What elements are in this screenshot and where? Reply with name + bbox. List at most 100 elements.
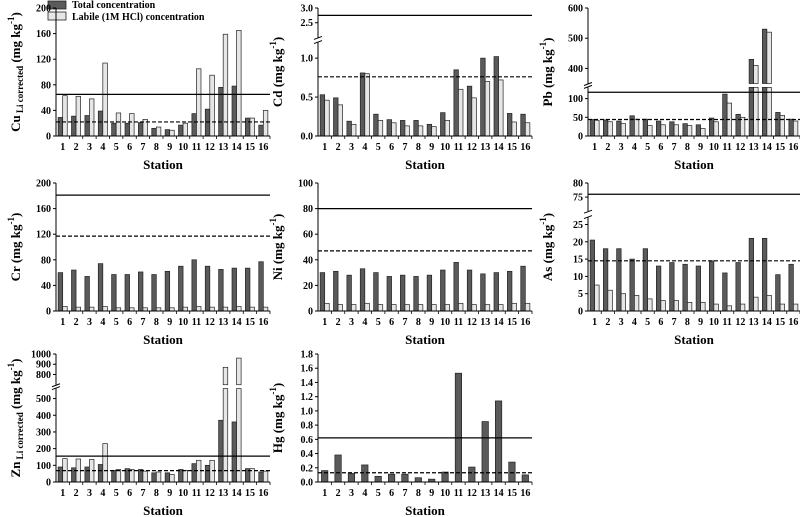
x-tick-label-cr-12: 12: [205, 317, 215, 328]
bar-zn-s1-st9: [164, 472, 171, 483]
bar-hg-s1-st14: [495, 400, 503, 483]
bar-cu-s2-st8: [155, 126, 162, 137]
y-tick-label-hg: 0.8: [301, 421, 314, 432]
bar-ni-s2-st4: [364, 302, 370, 312]
legend: Total concentration Labile (1M HCl) conc…: [47, 0, 205, 23]
bar-cu-s1-st11: [191, 113, 197, 137]
bar-ni-s1-st16: [520, 265, 526, 312]
bar-cd-s2-st12: [471, 97, 477, 137]
bar-cu-s2-st13: [222, 33, 229, 137]
bar-pb-s2-st9: [700, 128, 706, 137]
bar-as-s2-st8: [687, 301, 693, 312]
y-tick-label-as: 5: [578, 289, 583, 300]
x-tick-label-cd-11: 11: [454, 142, 463, 153]
bar-cr-s2-st16: [262, 306, 269, 312]
bar-pb-s1-st2: [603, 119, 609, 137]
y-tick-label-pb: 0: [578, 132, 583, 143]
bar-pb-s1-st14-lower: [762, 87, 768, 137]
y-tick-label-zn: 100: [36, 461, 51, 472]
x-tick-label-as-15: 15: [775, 317, 785, 328]
x-tick-label-hg-6: 6: [389, 488, 394, 499]
x-tick-label-zn-16: 16: [258, 488, 268, 499]
x-tick-label-cd-4: 4: [362, 142, 367, 153]
bar-zn-s2-st16: [262, 470, 269, 483]
bar-cd-s1-st12: [466, 85, 473, 137]
bar-pb-s2-st2: [607, 121, 613, 137]
x-tick-label-as-6: 6: [658, 317, 663, 328]
bar-cr-s1-st15: [245, 267, 251, 312]
y-tick-label-ni: 80: [303, 204, 313, 215]
x-tick-label-as-9: 9: [698, 317, 703, 328]
x-tick-label-hg-2: 2: [336, 488, 341, 499]
bar-as-s2-st7: [673, 300, 679, 312]
bar-ni-s1-st9: [426, 274, 433, 312]
x-tick-label-as-16: 16: [788, 317, 798, 328]
axis-break-mark: [583, 84, 593, 89]
bar-cr-s1-st1: [57, 272, 64, 312]
x-tick-label-ni-11: 11: [454, 317, 463, 328]
x-axis-title-cr: Station: [143, 332, 184, 347]
bar-as-s1-st10: [709, 260, 715, 312]
x-tick-label-cu-1: 1: [60, 142, 65, 153]
x-tick-label-zn-10: 10: [178, 488, 188, 499]
bar-cr-s1-st5: [111, 274, 117, 312]
bar-cd-s1-st7: [400, 120, 406, 137]
x-tick-label-cu-13: 13: [218, 142, 228, 153]
bar-cu-s1-st5: [111, 122, 117, 137]
x-tick-label-pb-7: 7: [672, 142, 677, 153]
bar-cu-s2-st14: [236, 30, 242, 137]
bar-cr-s1-st6: [124, 274, 130, 312]
bar-cu-s2-st4: [102, 62, 108, 137]
bar-hg-s1-st15: [508, 461, 516, 483]
bar-pb-s1-st1: [589, 119, 595, 137]
bar-pb-s1-st6: [656, 120, 662, 137]
y-tick-label-cd: 1.0: [301, 54, 314, 65]
bar-ni-s1-st10: [440, 269, 446, 312]
bar-ni-s2-st7: [404, 304, 410, 312]
x-tick-label-cr-4: 4: [100, 317, 105, 328]
bar-zn-s1-st11: [191, 463, 197, 483]
bar-hg-s1-st4: [361, 464, 369, 483]
bar-pb-s2-st13-lower: [753, 87, 759, 137]
axis-break-mark: [313, 40, 323, 45]
x-tick-label-cd-12: 12: [467, 142, 477, 153]
y-tick-label-hg: 1.6: [301, 364, 314, 375]
x-tick-label-ni-4: 4: [362, 317, 367, 328]
x-tick-label-as-7: 7: [672, 317, 677, 328]
bar-cu-s2-st5: [115, 112, 122, 137]
bar-as-s2-st12: [740, 303, 746, 312]
bar-cu-s1-st15: [245, 117, 251, 137]
bar-ni-s2-st10: [444, 304, 450, 312]
x-tick-label-cd-14: 14: [494, 142, 504, 153]
bar-cd-s1-st3: [346, 120, 352, 137]
x-tick-label-pb-9: 9: [698, 142, 703, 153]
x-tick-label-zn-6: 6: [127, 488, 132, 499]
bar-pb-s2-st16: [793, 120, 799, 137]
x-tick-label-as-10: 10: [709, 317, 719, 328]
y-tick-label-as: 75: [573, 193, 583, 204]
x-tick-label-cd-7: 7: [402, 142, 407, 153]
bar-ni-s1-st4: [359, 268, 366, 312]
bar-cr-s1-st7: [138, 271, 144, 312]
bar-cr-s2-st4: [102, 306, 108, 312]
bar-as-s1-st16: [788, 263, 794, 312]
legend-swatch-total: [47, 0, 67, 10]
bar-cu-s1-st7: [138, 122, 144, 137]
bar-cu-s1-st3: [84, 115, 90, 137]
bar-as-s2-st11: [726, 305, 732, 312]
x-tick-label-cd-1: 1: [322, 142, 327, 153]
x-tick-label-pb-16: 16: [788, 142, 798, 153]
bar-cu-s1-st6: [124, 122, 130, 137]
bar-ni-s1-st5: [373, 272, 379, 312]
x-tick-label-hg-11: 11: [454, 488, 463, 499]
bar-cd-s1-st1: [319, 94, 326, 137]
y-tick-label-ni: 20: [303, 281, 313, 292]
bar-zn-s2-st14-upper: [236, 357, 242, 386]
bar-zn-s2-st6: [129, 469, 135, 483]
